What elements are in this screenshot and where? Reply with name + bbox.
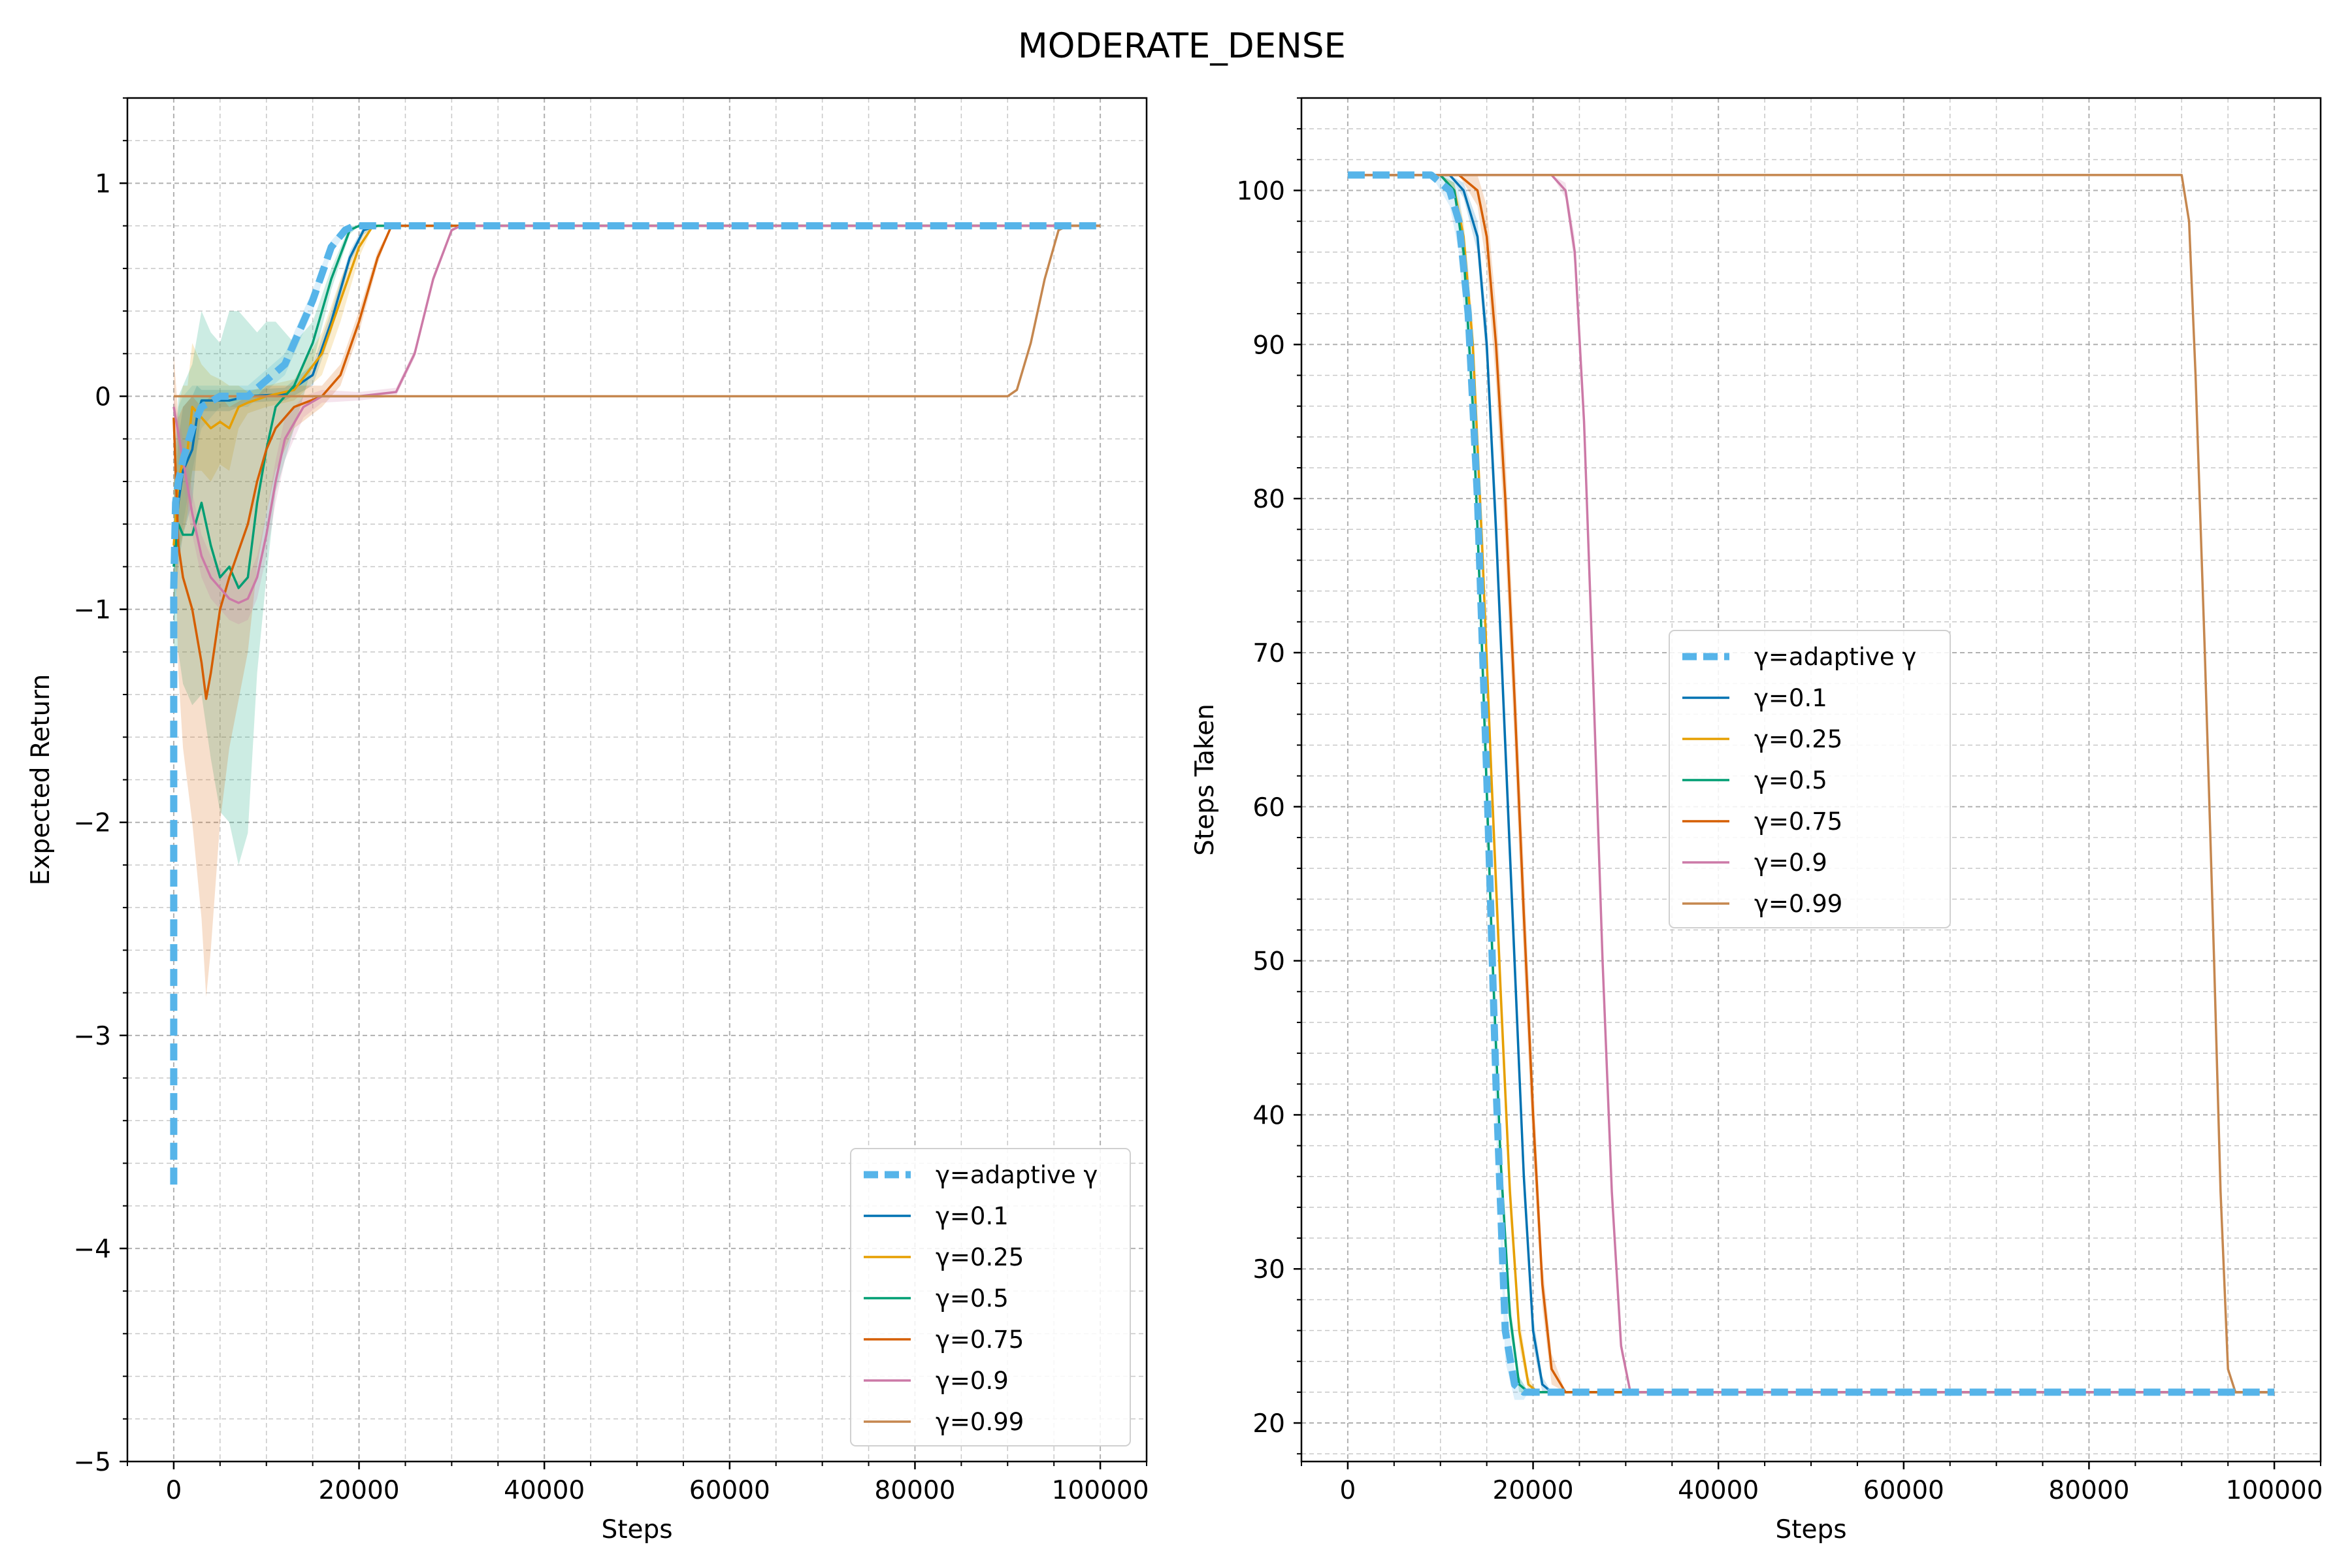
series-line-γ=0.75: [1347, 174, 2275, 1394]
legend-box: [1669, 630, 1951, 928]
legend-label: γ=adaptive γ: [1754, 643, 1916, 671]
series-line-γ=0.9: [1347, 174, 2275, 1394]
y-tick-label: 20: [1252, 1409, 1285, 1439]
y-axis-label: Steps Taken: [1190, 704, 1220, 856]
y-tick-label: 0: [95, 383, 111, 412]
grid: [1301, 98, 2321, 1462]
legend-label: γ=0.25: [1754, 725, 1842, 753]
y-tick-label: 1: [95, 169, 111, 199]
x-tick-label: 100000: [1052, 1476, 1149, 1505]
series-lines: [1347, 171, 2275, 1396]
series-line-γ=0.5: [172, 224, 1101, 589]
x-tick-label: 60000: [689, 1476, 770, 1505]
legend: γ=adaptive γ γ=0.1 γ=0.25 γ=0.5 γ=0.75 γ=0.9 γ…: [850, 1148, 1131, 1446]
y-tick-label: 60: [1252, 793, 1285, 823]
y-tick-label: −2: [74, 809, 112, 838]
x-tick-label: 60000: [1863, 1476, 1944, 1505]
legend-label: γ=0.9: [1754, 849, 1827, 877]
x-axis-label: Steps: [601, 1515, 672, 1544]
series-line-γ=0.9: [172, 224, 1101, 604]
figure-title: MODERATE_DENSE: [1018, 26, 1346, 66]
legend-label: γ=adaptive γ: [936, 1161, 1098, 1189]
series-lines: [170, 222, 1101, 1185]
y-tick-label: 70: [1252, 639, 1285, 668]
y-tick-label: −1: [74, 596, 112, 625]
x-tick-label: 100000: [2226, 1476, 2323, 1505]
legend-label: γ=0.75: [1754, 808, 1842, 836]
x-tick-label: 0: [1339, 1476, 1356, 1505]
series-line-γ=0.75: [172, 224, 1101, 700]
series-line-γ=adaptive γ: [1347, 171, 2275, 1396]
y-tick-label: 80: [1252, 485, 1285, 514]
y-tick-label: −3: [74, 1022, 112, 1051]
legend-label: γ=0.1: [936, 1202, 1009, 1230]
y-axis-label: Expected Return: [26, 674, 56, 886]
expected-return-chart: 0 20000 40000 60000 80000 100000 −5 −4 −3 −2 −1 0 1 S…: [26, 97, 1149, 1544]
band-γ=0.25: [173, 225, 1101, 610]
legend-label: γ=0.99: [1754, 890, 1842, 918]
legend-label: γ=0.9: [936, 1367, 1009, 1395]
steps-taken-chart: 0 20000 40000 60000 80000 100000 20 30 40 50 60 70 8…: [1190, 97, 2323, 1544]
y-tick-label: −4: [74, 1235, 112, 1264]
legend-label: γ=0.99: [936, 1408, 1024, 1436]
legend-box: [850, 1148, 1131, 1446]
series-line-γ=0.1: [1347, 174, 2275, 1394]
series-line-γ=0.99: [1347, 174, 2275, 1394]
x-tick-label: 80000: [2048, 1476, 2129, 1505]
y-tick-label: −5: [74, 1448, 112, 1477]
legend-label: γ=0.25: [936, 1243, 1024, 1271]
y-tick-label: 100: [1237, 176, 1285, 206]
y-tick-label: 40: [1252, 1101, 1285, 1130]
x-tick-label: 40000: [1678, 1476, 1759, 1505]
y-tick-label: 30: [1252, 1255, 1285, 1284]
x-axis-label: Steps: [1775, 1515, 1846, 1544]
y-tick-label: 90: [1252, 331, 1285, 360]
x-tick-label: 40000: [504, 1476, 585, 1505]
x-tick-label: 80000: [874, 1476, 955, 1505]
x-tick-label: 20000: [319, 1476, 400, 1505]
x-tick-label: 20000: [1493, 1476, 1574, 1505]
x-tick-label: 0: [165, 1476, 182, 1505]
y-tick-label: 50: [1252, 947, 1285, 977]
legend-label: γ=0.1: [1754, 684, 1827, 712]
legend: γ=adaptive γ γ=0.1 γ=0.25 γ=0.5 γ=0.75 γ=0.9 γ…: [1669, 630, 1951, 928]
legend-label: γ=0.5: [936, 1284, 1009, 1313]
legend-label: γ=0.5: [1754, 766, 1827, 794]
legend-label: γ=0.75: [936, 1326, 1024, 1354]
